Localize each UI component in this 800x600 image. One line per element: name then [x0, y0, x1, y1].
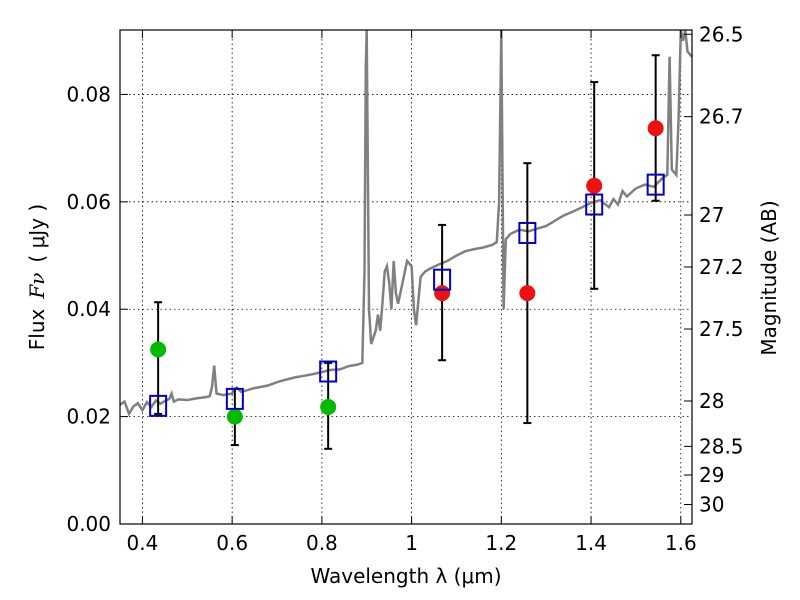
data-point-square [433, 268, 452, 291]
data-point-square [646, 173, 665, 196]
data-point-red [434, 285, 451, 302]
data-point-square [149, 394, 168, 417]
axis-ticks: 0.4 0.6 0.8 1 1.2 1.4 1.6 0.00 0.02 0.04 0.06 0.08 2… [66, 22, 743, 555]
grid [120, 30, 692, 524]
mag-tick-label: 27.5 [699, 317, 744, 341]
data-point-green [150, 341, 167, 358]
data-point-green [320, 398, 337, 415]
mag-tick-label: 28.5 [699, 434, 744, 458]
x-tick-label: 1.2 [485, 531, 517, 555]
data-point-green [226, 408, 243, 425]
y-tick-label: 0.04 [66, 297, 111, 321]
data-point-red [586, 177, 603, 194]
y-axis-label: FluxFν( μJy ) [25, 204, 49, 350]
x-tick-label: 1.4 [575, 531, 607, 555]
data-point-square [518, 221, 537, 244]
data-point-square [225, 387, 244, 410]
data-point-red [519, 285, 536, 302]
x-axis-label: Wavelength λ (μm) [310, 564, 501, 588]
data-point-red [647, 120, 664, 137]
data-markers [149, 120, 665, 425]
y-tick-label: 0.00 [66, 512, 111, 536]
y-tick-label: 0.06 [66, 190, 111, 214]
y2-axis-label: Magnitude (AB) [757, 200, 781, 355]
mag-tick-label: 26.7 [699, 105, 744, 129]
y-tick-label: 0.02 [66, 405, 111, 429]
x-tick-label: 0.4 [127, 531, 159, 555]
sed-model-line [119, 29, 693, 417]
plot-frame [119, 29, 693, 525]
mag-tick-label: 29 [699, 463, 724, 487]
data-point-square [585, 193, 604, 216]
data-point-square [319, 360, 338, 383]
mag-tick-label: 26.5 [699, 22, 744, 46]
x-tick-label: 1.6 [665, 531, 697, 555]
x-tick-label: 1 [405, 531, 418, 555]
x-tick-label: 0.6 [216, 531, 248, 555]
mag-tick-label: 30 [699, 493, 724, 517]
y-tick-label: 0.08 [66, 82, 111, 106]
mag-tick-label: 28 [699, 389, 724, 413]
x-tick-label: 0.8 [306, 531, 338, 555]
mag-tick-label: 27 [699, 203, 724, 227]
mag-tick-label: 27.2 [699, 255, 744, 279]
